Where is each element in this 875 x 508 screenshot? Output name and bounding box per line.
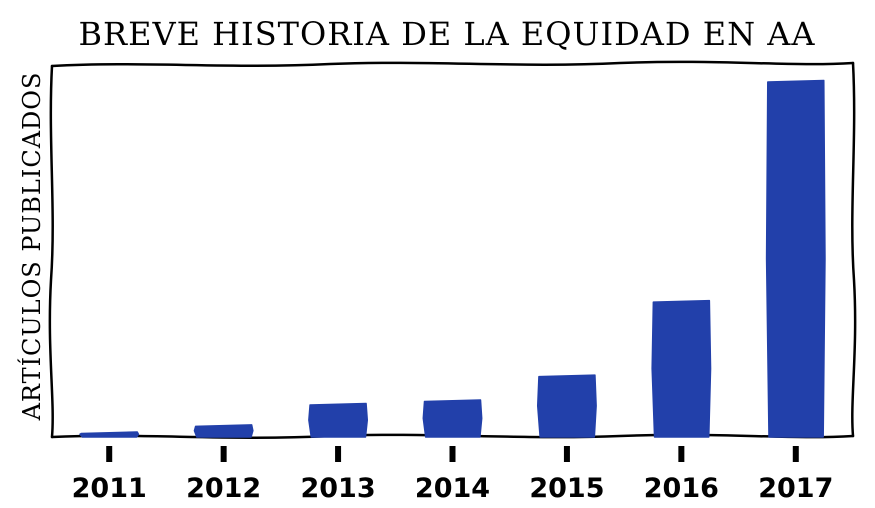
bars-group [79,79,826,438]
plot-frame-top [50,60,855,68]
plot-frame [48,60,857,439]
x-tick-label-2016: 2016 [644,473,719,504]
bar-2016 [651,299,712,438]
x-tick-label-2012: 2012 [186,473,261,504]
bar-2017 [765,79,826,438]
x-ticks-group: 2011 2012 2013 2014 2015 2016 2017 [72,446,833,504]
chart-title: BREVE HISTORIA DE LA EQUIDAD EN AA [79,15,816,53]
x-tick-label-2014: 2014 [415,473,490,504]
bar-2011 [79,431,140,438]
plot-frame-right [851,61,857,438]
plot-frame-left [48,64,54,439]
y-axis-label: ARTÍCULOS PUBLICADOS [17,72,46,422]
bar-2015 [536,374,597,438]
x-tick-label-2017: 2017 [758,473,833,504]
bar-2012 [193,424,254,438]
x-tick-label-2013: 2013 [300,473,375,504]
x-tick-label-2011: 2011 [72,473,147,504]
bar-2013 [308,402,369,438]
bar-2014 [422,399,483,438]
x-tick-label-2015: 2015 [529,473,604,504]
